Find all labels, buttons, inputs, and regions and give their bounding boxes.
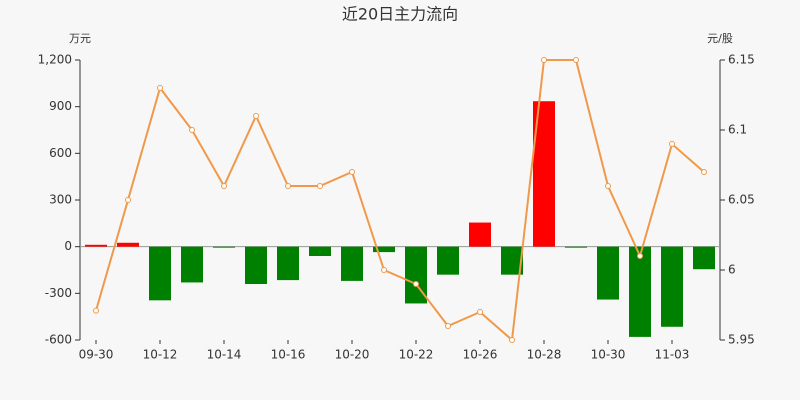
bar xyxy=(629,246,651,337)
bar xyxy=(373,246,395,253)
bar xyxy=(469,222,491,247)
y2-tick-label: 5.95 xyxy=(728,333,755,347)
line-point xyxy=(381,267,387,273)
bar xyxy=(117,242,139,247)
x-tick-label: 10-14 xyxy=(207,348,242,362)
y-tick-label: -600 xyxy=(45,333,72,347)
y-tick-label: 1,200 xyxy=(38,53,72,67)
x-tick-label: 10-16 xyxy=(271,348,306,362)
bar xyxy=(277,246,299,281)
x-tick-label: 10-26 xyxy=(463,348,498,362)
line-point xyxy=(701,169,707,175)
bar xyxy=(693,246,715,270)
x-tick-label: 10-20 xyxy=(335,348,370,362)
y-tick-label: 600 xyxy=(49,146,72,160)
y-tick-label: -300 xyxy=(45,286,72,300)
y-tick-label: 0 xyxy=(64,239,72,253)
y-tick-label: 300 xyxy=(49,193,72,207)
bar xyxy=(405,246,427,304)
line xyxy=(95,59,705,343)
y-axis-label: 万元 xyxy=(69,32,91,45)
line-point xyxy=(285,183,291,189)
bar xyxy=(501,246,523,275)
bar xyxy=(213,246,235,248)
x-tick-label: 10-30 xyxy=(591,348,626,362)
line-point xyxy=(125,197,131,203)
line-point xyxy=(637,253,643,259)
line-point xyxy=(221,183,227,189)
line-point xyxy=(349,169,355,175)
y2-tick-label: 6.1 xyxy=(728,123,747,137)
bar xyxy=(661,246,683,327)
y2-tick-label: 6 xyxy=(728,263,736,277)
bar xyxy=(245,246,267,284)
line-point xyxy=(93,307,99,314)
line-point xyxy=(445,323,451,329)
line-point xyxy=(541,57,547,63)
bar xyxy=(437,246,459,275)
x-tick-label: 11-03 xyxy=(655,348,690,362)
line-point xyxy=(477,309,483,315)
line-point xyxy=(253,113,259,119)
bar xyxy=(181,246,203,283)
line-point xyxy=(605,183,611,189)
y2-axis-label: 元/股 xyxy=(707,32,733,45)
bar xyxy=(149,246,171,301)
line-point xyxy=(573,57,579,63)
line-point xyxy=(413,281,419,287)
line-point xyxy=(157,85,163,91)
y2-tick-label: 6.05 xyxy=(728,193,755,207)
bar xyxy=(533,101,555,247)
line-point xyxy=(669,141,675,147)
bar xyxy=(341,246,363,281)
line-point xyxy=(317,183,323,189)
y-tick-label: 900 xyxy=(49,99,72,113)
bar xyxy=(597,246,619,300)
chart-title: 近20日主力流向 xyxy=(342,5,458,24)
bar xyxy=(565,246,587,248)
x-tick-label: 10-22 xyxy=(399,348,434,362)
bar xyxy=(85,244,107,247)
x-tick-label: 09-30 xyxy=(79,348,114,362)
line-point xyxy=(189,127,195,133)
line-point xyxy=(509,337,515,343)
bar xyxy=(309,246,331,256)
x-tick-label: 10-28 xyxy=(527,348,562,362)
y2-tick-label: 6.15 xyxy=(728,53,755,67)
x-tick-label: 10-12 xyxy=(143,348,178,362)
